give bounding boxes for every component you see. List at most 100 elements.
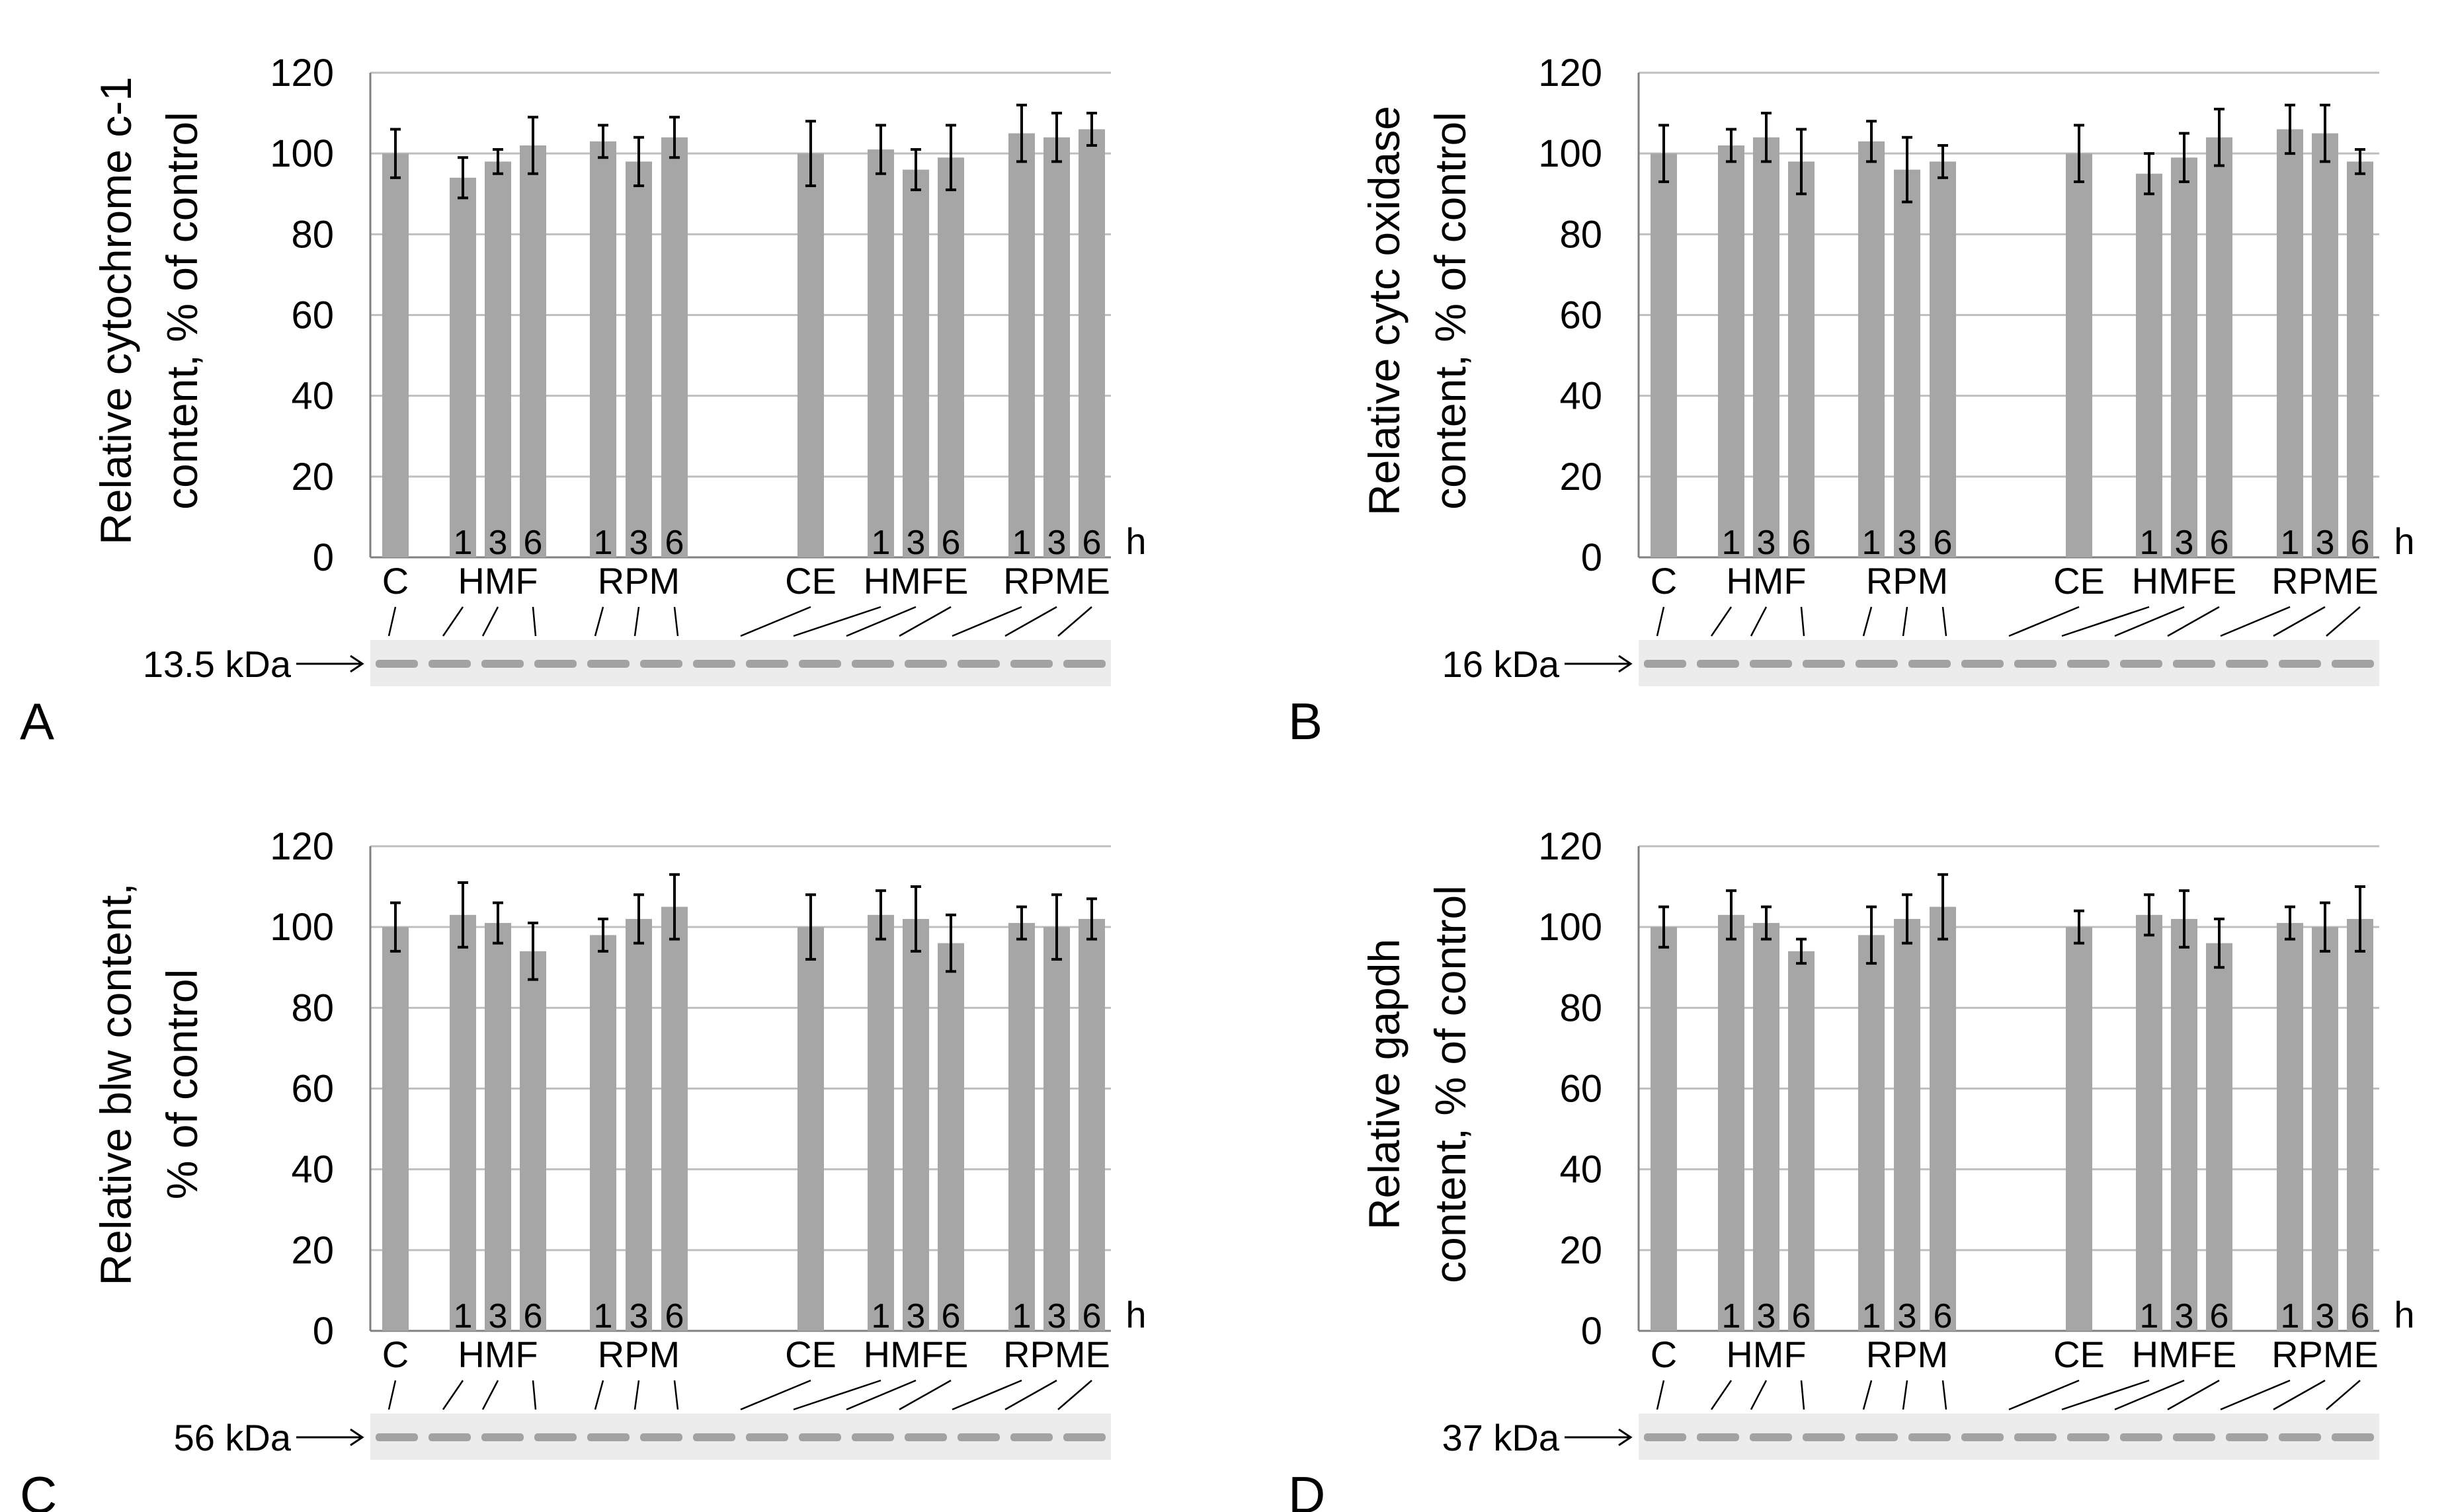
lane-connector xyxy=(442,1380,464,1410)
lane-connector xyxy=(2220,1379,2291,1411)
blot-band xyxy=(1644,1433,1686,1441)
hour-label: 1 xyxy=(2140,1297,2159,1335)
lane-connector xyxy=(594,1380,604,1410)
y-axis-title-line2: content, % of control xyxy=(157,112,206,510)
bar xyxy=(661,137,688,557)
hour-unit-label: h xyxy=(1125,520,1146,562)
hour-label: 1 xyxy=(2281,524,2300,562)
blot-band xyxy=(1803,1433,1845,1441)
bar xyxy=(2136,173,2162,557)
hour-label: 6 xyxy=(1934,1297,1953,1335)
hour-label: 3 xyxy=(2175,1297,2194,1335)
bar xyxy=(382,927,409,1331)
lane-connector xyxy=(388,606,397,637)
hour-label: 1 xyxy=(1722,524,1741,562)
blot-band xyxy=(1644,660,1686,668)
blot-band xyxy=(1803,660,1845,668)
bar xyxy=(1043,927,1070,1331)
bar xyxy=(868,149,894,557)
blot-band xyxy=(2173,1433,2215,1441)
group-label: HMF xyxy=(458,1333,538,1375)
blot-band xyxy=(2120,660,2162,668)
y-tick-label: 60 xyxy=(291,294,334,337)
hour-label: 1 xyxy=(454,1297,473,1335)
bar xyxy=(1894,169,1920,558)
y-tick-label: 20 xyxy=(1559,456,1602,498)
hour-label: 6 xyxy=(1792,1297,1811,1335)
blot-band xyxy=(2067,1433,2109,1441)
y-tick-label: 100 xyxy=(1538,906,1602,949)
bar xyxy=(1651,153,1677,557)
bar xyxy=(1930,906,1956,1331)
lane-connector xyxy=(1004,1379,1057,1411)
lane-connector xyxy=(1656,1380,1665,1410)
blot-band xyxy=(693,1433,735,1441)
y-tick-label: 100 xyxy=(270,132,334,175)
bar xyxy=(938,157,964,557)
bar xyxy=(903,918,929,1331)
hour-label: 3 xyxy=(907,1297,926,1335)
blot-band xyxy=(587,660,630,668)
group-label: RPME xyxy=(2271,560,2379,602)
lane-connector xyxy=(2008,606,2080,637)
y-tick-label: 60 xyxy=(1559,1068,1602,1111)
hour-label: 3 xyxy=(1757,524,1776,562)
bar xyxy=(2206,137,2232,557)
bar xyxy=(2206,943,2232,1331)
group-label: HMFE xyxy=(864,1333,969,1375)
blot-band xyxy=(905,660,947,668)
y-tick-label: 120 xyxy=(1538,52,1602,95)
blot-band xyxy=(1697,660,1739,668)
blot-band xyxy=(1063,1433,1106,1441)
y-tick-label: 0 xyxy=(1581,536,1602,579)
bar xyxy=(797,153,824,557)
lane-connector xyxy=(1941,1380,1947,1410)
y-tick-label: 80 xyxy=(291,986,334,1029)
bar xyxy=(868,914,894,1331)
hour-label: 1 xyxy=(1862,524,1881,562)
blot-band xyxy=(587,1433,630,1441)
lane-connector xyxy=(740,1379,811,1411)
lane-connector xyxy=(633,606,640,637)
blot-band xyxy=(852,660,894,668)
y-tick-label: 60 xyxy=(1559,294,1602,337)
blot-band xyxy=(2332,660,2374,668)
lane-connector xyxy=(1800,1380,1805,1410)
lane-connector xyxy=(2167,1379,2220,1411)
lane-connector xyxy=(2273,1379,2326,1411)
hour-label: 1 xyxy=(872,1297,891,1335)
blot-band xyxy=(2120,1433,2162,1441)
hour-label: 6 xyxy=(1082,524,1102,562)
lane-connector xyxy=(2326,606,2361,637)
hour-unit-label: h xyxy=(2394,1294,2414,1335)
lane-connector xyxy=(1862,1380,1873,1410)
bar xyxy=(590,141,616,557)
bar xyxy=(1858,141,1885,557)
hour-label: 6 xyxy=(2210,1297,2229,1335)
y-tick-label: 80 xyxy=(1559,213,1602,256)
lane-connector xyxy=(633,1380,640,1410)
blot-band xyxy=(1063,660,1106,668)
blot-band xyxy=(958,660,1000,668)
bar xyxy=(1930,161,1956,558)
y-tick-label: 40 xyxy=(1559,1148,1602,1191)
blot-band xyxy=(1856,1433,1898,1441)
bar xyxy=(661,906,688,1331)
y-tick-label: 40 xyxy=(291,375,334,418)
hour-label: 3 xyxy=(1898,1297,1917,1335)
hour-unit-label: h xyxy=(2394,520,2414,562)
lane-connector xyxy=(1656,606,1665,637)
bar xyxy=(520,951,546,1331)
bar xyxy=(485,923,511,1331)
bar xyxy=(938,943,964,1331)
group-label: RPM xyxy=(598,560,680,602)
lane-connector xyxy=(2114,606,2185,637)
blot-band xyxy=(640,660,682,668)
arrow-head-icon xyxy=(1618,1428,1633,1447)
blot-band xyxy=(1697,1433,1739,1441)
blot-band xyxy=(429,660,471,668)
y-tick-label: 40 xyxy=(1559,375,1602,418)
lane-connector xyxy=(952,1379,1022,1411)
